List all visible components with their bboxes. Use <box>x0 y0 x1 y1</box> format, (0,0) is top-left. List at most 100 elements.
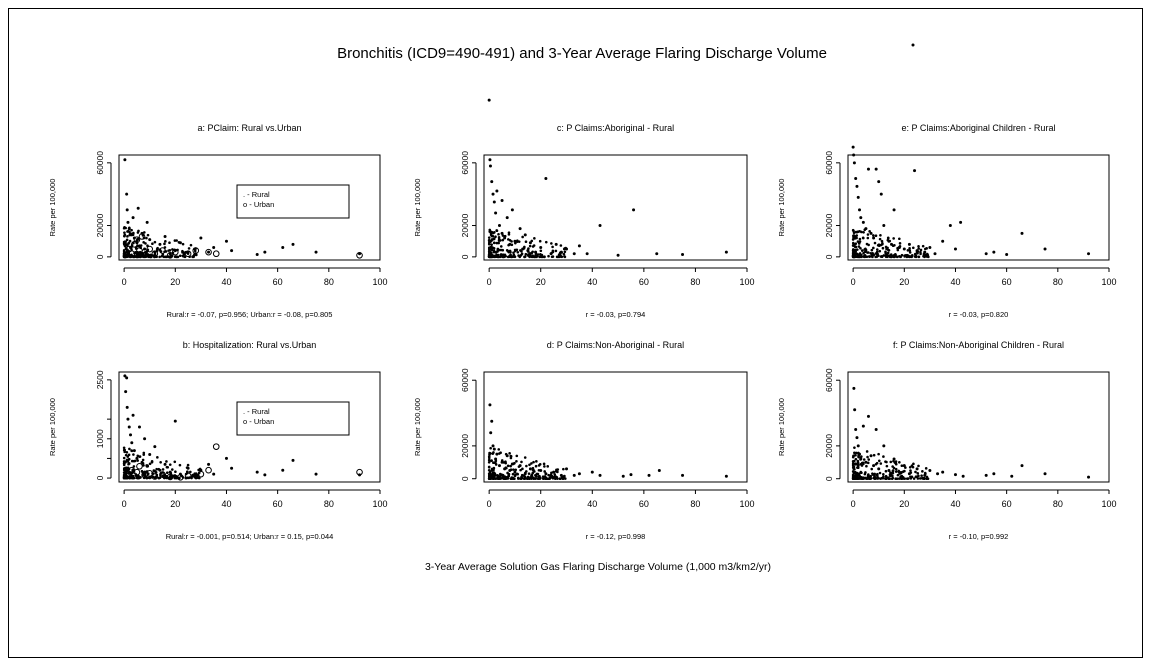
panel-a-legend-entry: o - Urban <box>243 200 274 209</box>
panel-c-ytick-label: 20000 <box>460 213 470 237</box>
panel-f-cluster-point <box>861 477 865 481</box>
panel-b-cluster-point <box>168 463 172 466</box>
panel-a-cluster-point <box>123 231 126 234</box>
panel-d-ylabel: Rate per 100,000 <box>413 398 422 456</box>
panel-f-cluster-point <box>872 476 875 480</box>
panel-f-cluster-point <box>885 460 888 464</box>
panel-d-cluster-point <box>512 468 515 471</box>
panel-f-cluster-point <box>925 477 929 481</box>
panel-f-cluster-point <box>891 476 895 480</box>
panel-a-cluster-point <box>163 242 166 246</box>
panel-b: b: Hospitalization: Rural vs.Urban Rate p… <box>48 340 388 541</box>
panel-d-cluster-point <box>507 474 511 478</box>
panel-f-cluster-point <box>918 477 922 480</box>
panel-f-point-rural <box>984 473 988 477</box>
panel-f-point-rural <box>961 474 965 478</box>
panel-b-cluster-point <box>122 456 126 460</box>
panel-a-cluster-point <box>160 254 164 258</box>
panel-d-cluster-point <box>509 454 513 458</box>
panel-b-cluster-point <box>157 476 161 480</box>
panel-f-ylabel: Rate per 100,000 <box>777 398 786 456</box>
panel-e-cluster-point <box>861 236 865 240</box>
panel-a-point-rural <box>178 241 182 245</box>
panel-a-cluster-point <box>164 255 168 258</box>
panel-d-title: d: P Claims:Non-Aboriginal - Rural <box>547 340 684 350</box>
panel-d-point-rural <box>534 473 538 477</box>
panel-c-point-rural <box>497 224 501 228</box>
panel-c-cluster-point <box>497 253 500 257</box>
panel-d-point-rural <box>491 444 495 448</box>
panel-a-cluster-point <box>122 226 126 230</box>
panel-b-cluster-point <box>132 453 135 456</box>
panel-f-cluster-point <box>897 477 901 480</box>
panel-b-xtick-label: 40 <box>221 499 231 509</box>
panel-d-cluster-point <box>525 464 528 468</box>
panel-c-cluster-point <box>501 255 505 259</box>
panel-e-ytick-label: 20000 <box>824 213 834 237</box>
panel-d-cluster-point <box>526 477 529 480</box>
panel-c-point-rural <box>503 236 507 240</box>
panel-c-cluster-point <box>532 255 535 258</box>
panel-e-plot-box <box>847 154 1110 261</box>
panel-d-point-rural <box>490 419 494 423</box>
panel-d-cluster-point <box>542 477 545 480</box>
panel-d: d: P Claims:Non-Aboriginal - Rural Rate p… <box>413 340 755 541</box>
panel-b-cluster-point <box>148 462 152 466</box>
panel-c-cluster-point <box>560 255 564 259</box>
panel-b-point-urban <box>212 443 220 450</box>
panel-b-point-urban <box>136 462 143 470</box>
panel-d-cluster-point <box>534 464 538 468</box>
panel-d-cluster-point <box>489 459 493 463</box>
panel-f-cluster-point <box>867 476 871 480</box>
panel-e-cluster-point <box>881 242 884 246</box>
panel-b-point-rural <box>207 462 211 466</box>
panel-a-cluster-point <box>146 233 150 237</box>
panel-d-cluster-point <box>519 468 522 472</box>
panel-e-cluster-point <box>871 252 874 255</box>
panel-b-cluster-point <box>161 468 165 471</box>
panel-c-cluster-point <box>523 255 526 259</box>
panel-b-cluster-point <box>165 471 169 475</box>
panel-f-cluster-point <box>922 477 926 481</box>
panel-b-point-rural <box>125 405 129 409</box>
panel-c-point-rural <box>539 245 543 249</box>
panel-e-point-rural <box>1005 253 1009 257</box>
panel-a-cluster-point <box>178 254 182 258</box>
panel-e-point-rural <box>892 208 896 212</box>
panel-f-cluster-point <box>905 477 909 480</box>
panel-e-point-rural <box>948 224 952 228</box>
panel-a-cluster-point <box>128 239 132 243</box>
panel-c-xtick-label: 40 <box>587 277 597 287</box>
panel-e-cluster-point <box>864 247 867 251</box>
panel-e-cluster-point <box>921 244 925 248</box>
panel-d-cluster-point <box>513 474 517 478</box>
panel-d-ytick-label: 20000 <box>460 434 470 458</box>
panel-f-cluster-point <box>900 464 904 468</box>
panel-c-point-rural <box>494 211 498 215</box>
panel-e-cluster-point <box>898 242 902 245</box>
panel-b-point-urban <box>159 471 166 478</box>
panel-d-point-rural <box>559 473 563 477</box>
panel-e-cluster-point <box>870 248 874 252</box>
panel-d-stat: r = -0.12, p=0.998 <box>586 532 646 541</box>
panel-c-cluster-point <box>497 239 501 242</box>
panel-a-point-rural <box>136 206 140 210</box>
panel-a-point-rural <box>281 245 285 249</box>
panel-f-point-rural <box>864 460 868 464</box>
panel-b-cluster-point <box>186 470 189 473</box>
panel-c-cluster-point <box>554 249 558 253</box>
panel-a-point-urban <box>192 247 200 254</box>
panel-d-cluster-point <box>500 473 504 477</box>
panel-c-cluster-point <box>562 252 566 256</box>
panel-d-point-rural <box>565 467 569 471</box>
panel-f-cluster-point <box>869 474 872 478</box>
panel-e-cluster-point <box>917 244 920 248</box>
panel-d-point-rural <box>657 469 661 473</box>
panel-a-point-rural <box>163 234 167 238</box>
panel-a-xtick-label: 100 <box>372 277 387 287</box>
panel-d-point-rural <box>494 457 498 461</box>
panel-f-cluster-point <box>856 464 860 468</box>
panel-c-cluster-point <box>547 254 550 258</box>
panel-d-cluster-point <box>561 477 565 480</box>
panel-b-point-urban <box>197 470 205 478</box>
